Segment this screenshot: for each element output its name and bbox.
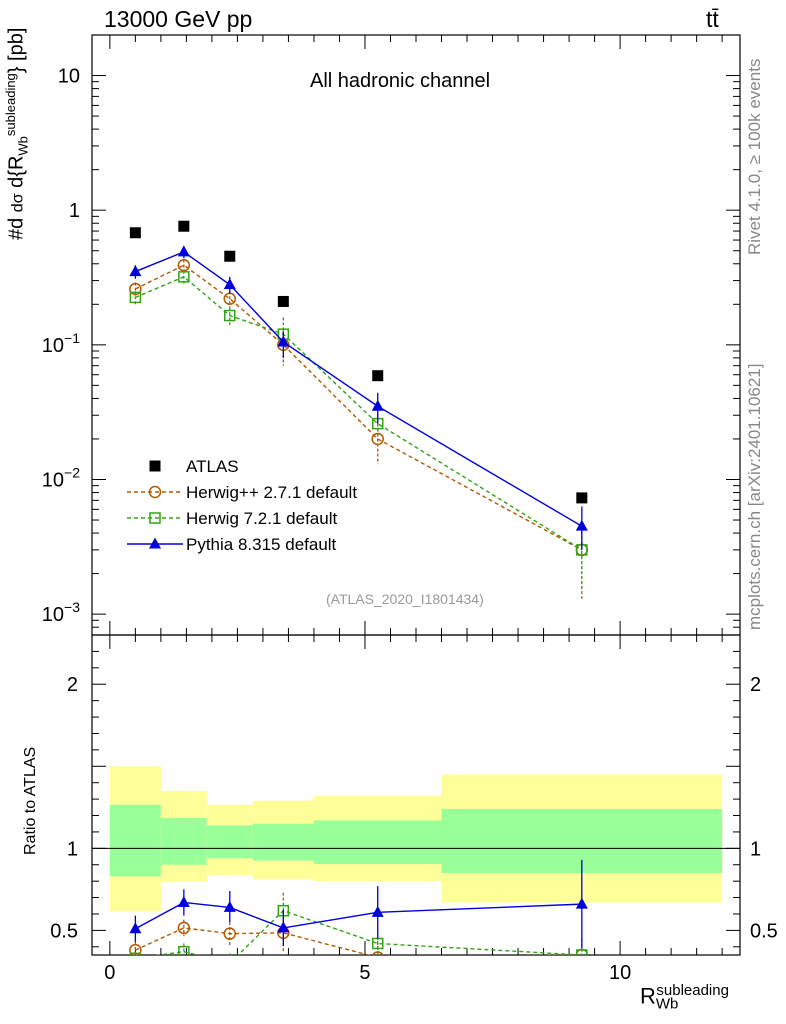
- herwig-2-7-1-default-ratio-line: [135, 927, 582, 955]
- pythia-8-315-default-ratio-point: [129, 922, 142, 934]
- herwig-7-2-1-default-legend-marker: [149, 512, 161, 524]
- pythia-8-315-default-ratio-line: [135, 901, 582, 930]
- ratio-tick-label-right: 1: [750, 838, 761, 860]
- atlas-point: [129, 227, 141, 239]
- pythia-8-315-default-point: [575, 519, 588, 531]
- y-tick-label: 10−1: [42, 330, 80, 357]
- atlas-point: [178, 220, 190, 232]
- pythia-8-315-default-line: [135, 251, 583, 527]
- herwig-2-7-1-default-legend-marker: [148, 485, 162, 499]
- analysis-id: (ATLAS_2020_I1801434): [326, 591, 484, 607]
- herwig-7-2-1-default-ratio-line: [154, 909, 582, 955]
- pythia-8-315-default-ratio-point: [223, 900, 236, 912]
- pythia-8-315-default-point: [223, 278, 236, 290]
- ratio-band-green: [160, 817, 207, 865]
- y-tick-label: 10−2: [42, 464, 80, 491]
- ratio-band-green: [109, 804, 161, 877]
- x-label-sup: subleading: [656, 982, 729, 999]
- herwig-2-7-1-default-ratio-point: [177, 921, 191, 935]
- herwig-2-7-1-default-ratio-point: [371, 951, 384, 955]
- herwig-7-2-1-default-legend-label: Herwig 7.2.1 default: [186, 509, 337, 528]
- herwig-2-7-1-default-point: [129, 282, 142, 296]
- chart-title: All hadronic channel: [310, 70, 491, 92]
- atlas-point: [576, 492, 588, 504]
- pythia-8-315-default-legend-label: Pythia 8.315 default: [186, 535, 337, 554]
- pythia-8-315-default-legend-marker: [149, 537, 161, 549]
- herwig-2-7-1-default-ratio-point: [223, 927, 237, 940]
- pythia-8-315-default-point: [129, 265, 142, 277]
- pythia-8-315-default-ratio-point: [277, 921, 290, 933]
- pythia-8-315-default-ratio-point: [371, 905, 384, 917]
- y-tick-label: 10−3: [42, 599, 80, 626]
- atlas-legend-marker: [149, 460, 161, 472]
- pythia-8-315-default-point: [371, 399, 384, 411]
- herwig-7-2-1-default-ratio-point: [178, 945, 190, 955]
- x-label-main: R: [640, 983, 656, 1009]
- herwig-7-2-1-default-point: [178, 271, 190, 283]
- atlas-point: [372, 370, 384, 382]
- herwig-7-2-1-default-point: [224, 309, 236, 322]
- atlas-point: [224, 250, 236, 262]
- herwig-7-2-1-default-ratio-point: [129, 952, 142, 955]
- pythia-8-315-default-ratio-point: [177, 895, 190, 907]
- pythia-8-315-default-point: [177, 245, 190, 257]
- ratio-tick-label-right: 2: [750, 674, 761, 696]
- process-label: tt̄: [706, 6, 719, 32]
- herwig-7-2-1-default-ratio-point: [576, 949, 588, 955]
- atlas-point: [277, 295, 289, 307]
- y-tick-label: 1: [69, 200, 80, 222]
- x-tick-label: 0: [104, 962, 115, 984]
- ratio-tick-label-left: 2: [67, 674, 78, 696]
- x-label-sub: Wb: [655, 995, 679, 1013]
- herwig-7-2-1-default-point: [129, 291, 142, 304]
- ratio-tick-label-right: 0.5: [750, 920, 778, 942]
- x-tick-label: 5: [359, 962, 370, 984]
- energy-label: 13000 GeV pp: [104, 6, 253, 32]
- herwig-2-7-1-default-line: [135, 264, 583, 551]
- herwig-7-2-1-default-ratio-point: [225, 958, 235, 968]
- ratio-band-green: [252, 823, 314, 861]
- herwig-7-2-1-default-line: [135, 276, 583, 551]
- herwig-2-7-1-default-ratio-point: [129, 943, 142, 955]
- atlas-legend-label: ATLAS: [186, 457, 239, 476]
- ratio-tick-label-left: 0.5: [50, 920, 78, 942]
- x-axis-label: RWbsubleading: [640, 982, 751, 1013]
- x-tick-label: 10: [609, 962, 631, 984]
- ratio-tick-label-left: 1: [67, 838, 78, 860]
- ratio-band-green: [206, 825, 253, 859]
- ratio-band-green: [313, 820, 442, 864]
- pythia-8-315-default-point: [277, 335, 290, 347]
- pythia-8-315-default-ratio-point: [575, 897, 588, 909]
- herwig-2-7-1-default-legend-label: Herwig++ 2.7.1 default: [186, 483, 357, 502]
- y-tick-label: 10: [58, 66, 80, 88]
